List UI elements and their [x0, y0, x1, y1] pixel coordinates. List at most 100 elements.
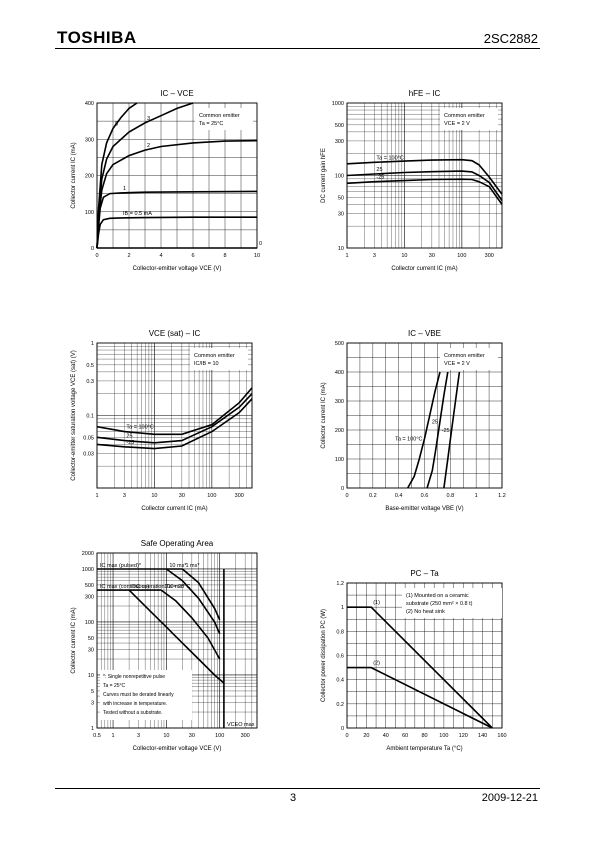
series-label: 1	[123, 186, 126, 192]
x-tick-label: 0.5	[93, 733, 101, 739]
series-line	[96, 393, 253, 444]
y-tick-label: 0.4	[336, 678, 344, 684]
legend: (1) Mounted on a ceramic substrate (250 m…	[402, 588, 502, 618]
y-tick-label: 500	[335, 341, 344, 347]
y-tick-label: 1000	[332, 101, 344, 107]
y-tick-label: 200	[335, 428, 344, 434]
y-axis-label: DC current gain hFE	[321, 148, 327, 203]
x-tick-label: 1	[112, 733, 115, 739]
legend: Common emitter VCE = 2 V	[440, 108, 498, 130]
legend-text: Common emitter	[444, 353, 485, 359]
y-tick-label: 100	[85, 620, 94, 626]
y-tick-label: 0.3	[86, 379, 94, 385]
y-tick-label: 50	[338, 195, 344, 201]
x-tick-label: 300	[241, 733, 250, 739]
footer-rule	[55, 788, 540, 789]
x-tick-label: 3	[137, 733, 140, 739]
x-tick-label: 60	[402, 733, 408, 739]
x-tick-label: 6	[191, 253, 194, 259]
y-tick-label: 300	[85, 137, 94, 143]
series-line	[96, 190, 258, 249]
series-label: IB = 0.5 mA	[123, 211, 152, 217]
x-tick-label: 0.2	[369, 493, 377, 499]
x-tick-label: 30	[179, 493, 185, 499]
x-axis-label: Collector-emitter voltage VCE (V)	[133, 266, 222, 272]
note-text: with increase in temperature.	[103, 701, 167, 707]
x-axis-label: Ambient temperature Ta (°C)	[386, 746, 462, 752]
note-text: *: Single nonrepetitive pulse	[103, 674, 165, 680]
x-tick-label: 0	[95, 253, 98, 259]
y-tick-label: 1	[341, 605, 344, 611]
series-label: Ta = 100°C	[376, 155, 403, 161]
x-tick-label: 2	[127, 253, 130, 259]
x-tick-label: 1	[475, 493, 478, 499]
y-axis-label: Collector current IC (mA)	[71, 142, 77, 208]
legend-text: Common emitter	[194, 353, 235, 359]
x-tick-label: 30	[189, 733, 195, 739]
series-line	[96, 398, 253, 450]
x-tick-label: 100	[457, 253, 466, 259]
y-tick-label: 500	[85, 583, 94, 589]
y-tick-label: 0.1	[86, 414, 94, 420]
series-label: 100 ms*	[164, 584, 185, 590]
x-tick-label: 300	[485, 253, 494, 259]
series-line	[160, 589, 221, 660]
series-label: 10 ms*	[169, 563, 187, 569]
series-label: VCEO max	[227, 722, 255, 728]
series-label: 3	[147, 116, 150, 122]
y-tick-label: 0.03	[83, 451, 94, 457]
y-tick-label: 5	[91, 689, 94, 695]
series-label: 1 ms*	[185, 563, 200, 569]
x-tick-label: 3	[373, 253, 376, 259]
series-label: 0	[259, 241, 262, 247]
series-label: (1)	[373, 600, 380, 606]
x-axis-label: Collector-emitter voltage VCE (V)	[133, 746, 222, 752]
y-tick-label: 50	[88, 636, 94, 642]
chart-ic-vbe: IC – VBE 0 0.2 0.4 0.6 0.8 1 1.2 0 100 200 300 400 50…	[321, 329, 506, 512]
series-label: DC operation Ta = 25°C	[132, 584, 190, 590]
series-label: Ta = 100°C	[395, 437, 422, 443]
legend-text: VCE = 2 V	[444, 361, 470, 367]
note-text: Curves must be derated linearly	[103, 692, 174, 698]
series-line	[443, 371, 461, 489]
x-tick-label: 1	[345, 253, 348, 259]
series-label: 2	[147, 143, 150, 149]
series-line	[96, 139, 258, 249]
x-tick-label: 1.2	[498, 493, 506, 499]
series-label: -25	[376, 175, 384, 181]
y-tick-label: 100	[335, 174, 344, 180]
y-tick-label: 100	[85, 210, 94, 216]
plot-frame	[346, 342, 503, 489]
y-axis-label: Collector-emitter saturation voltage VCE…	[71, 350, 77, 480]
legend: Common emitter IC/IB = 10	[190, 348, 248, 370]
y-tick-label: 30	[338, 211, 344, 217]
y-tick-label: 1.2	[336, 581, 344, 587]
y-tick-label: 0.5	[86, 363, 94, 369]
series-line	[96, 216, 257, 249]
y-tick-label: 300	[335, 139, 344, 145]
series-line	[347, 606, 493, 729]
x-tick-label: 0	[345, 733, 348, 739]
chart-title: VCE (sat) – IC	[149, 329, 201, 338]
x-tick-label: 300	[235, 493, 244, 499]
x-tick-label: 140	[478, 733, 487, 739]
series-label: IC max (continuous)	[100, 584, 149, 590]
toshiba-logo: TOSHIBA	[57, 28, 137, 47]
chart-title: hFE – IC	[409, 89, 441, 98]
series-line	[346, 178, 503, 205]
x-tick-label: 0.6	[421, 493, 429, 499]
y-tick-label: 10	[338, 246, 344, 252]
series-label: Ta = 100°C	[126, 425, 153, 431]
legend-text: Common emitter	[444, 113, 485, 119]
x-axis-label: Collector current IC (mA)	[141, 506, 207, 512]
legend-text: VCE = 2 V	[444, 121, 470, 127]
series-line	[128, 589, 225, 684]
series-line	[96, 387, 253, 436]
chart-vcesat-ic: VCE (sat) – IC 1 3 10 30 100 300 0.03 0.05 0.1 0.3…	[71, 329, 253, 512]
y-tick-label: 300	[335, 399, 344, 405]
y-tick-label: 300	[85, 595, 94, 601]
x-tick-label: 0.4	[395, 493, 403, 499]
chart-title: IC – VCE	[160, 89, 193, 98]
